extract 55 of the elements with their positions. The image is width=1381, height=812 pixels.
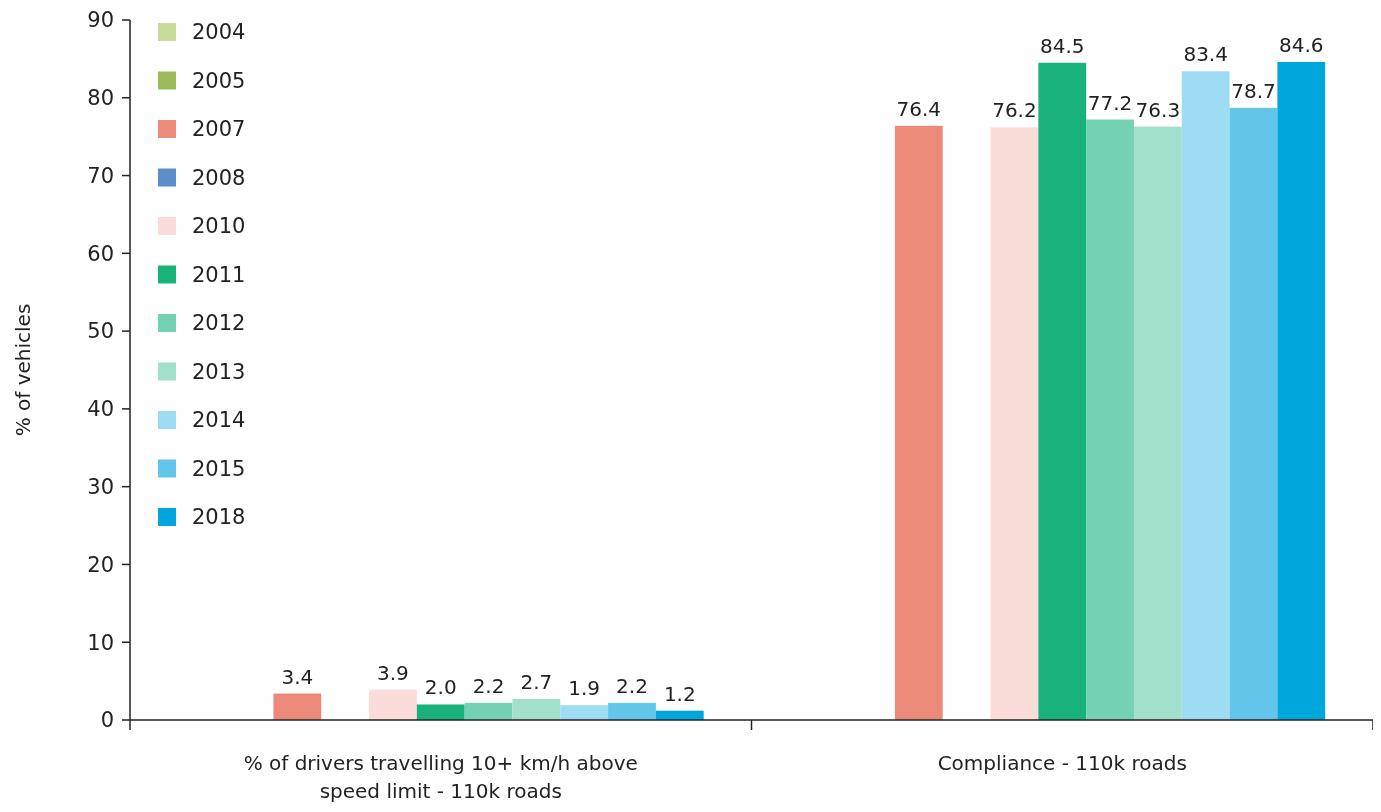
bar [512, 699, 561, 720]
bar [1277, 62, 1326, 720]
legend-label: 2010 [192, 214, 246, 239]
legend-label: 2014 [192, 408, 246, 433]
bar [1229, 107, 1278, 720]
y-tick-label: 10 [87, 630, 114, 655]
data-label: 2.7 [520, 670, 553, 694]
data-label: 76.4 [896, 96, 942, 121]
data-label: 1.2 [663, 681, 696, 706]
y-tick-label: 60 [87, 241, 114, 266]
data-label: 78.7 [1231, 78, 1276, 103]
data-label: 84.6 [1279, 33, 1324, 57]
data-label: 2.2 [616, 673, 648, 698]
data-label: 3.9 [377, 660, 409, 685]
y-tick-label: 50 [87, 319, 114, 344]
bar [1038, 62, 1087, 720]
data-label: 83.4 [1183, 42, 1228, 67]
data-label: 3.4 [281, 664, 314, 689]
legend-label: 2005 [192, 68, 246, 93]
bar [273, 693, 322, 720]
bar [990, 127, 1039, 720]
bar [894, 125, 943, 720]
legend-label: 2007 [192, 117, 246, 142]
legend-label: 2012 [192, 311, 246, 336]
bar [560, 705, 609, 720]
bar [1133, 126, 1182, 720]
data-label: 2.2 [472, 673, 505, 698]
y-tick-label: 20 [87, 552, 114, 577]
data-label: 76.2 [992, 98, 1037, 123]
legend-label: 2013 [192, 359, 246, 384]
legend-label: 2004 [192, 20, 246, 45]
y-tick-label: 30 [87, 475, 114, 500]
bar [608, 702, 656, 720]
legend-label: 2015 [192, 456, 246, 481]
legend-label: 2011 [192, 262, 246, 287]
legend-label: 2018 [192, 505, 246, 530]
y-tick-label: 90 [87, 8, 114, 33]
bar [369, 689, 417, 720]
x-tick-label: % of drivers travelling 10+ km/h above speed limit - 110k roads [243, 751, 638, 803]
bar [416, 704, 465, 720]
data-label: 77.2 [1087, 90, 1133, 115]
legend-label: 2008 [192, 165, 246, 190]
bar [1181, 71, 1230, 720]
y-tick-label: 70 [87, 163, 114, 188]
x-tick-label: Compliance - 110k roads [937, 751, 1187, 775]
data-label: 84.5 [1039, 33, 1085, 58]
y-tick-label: 40 [87, 397, 114, 422]
data-label: 2.0 [424, 675, 457, 700]
y-axis-title: % of vehicles [11, 303, 35, 437]
data-label: 76.3 [1135, 97, 1181, 122]
bar [464, 702, 513, 720]
y-tick-label: 0 [100, 708, 114, 733]
bar [1086, 119, 1134, 720]
data-label: 1.9 [568, 676, 601, 701]
y-tick-label: 80 [87, 86, 114, 111]
